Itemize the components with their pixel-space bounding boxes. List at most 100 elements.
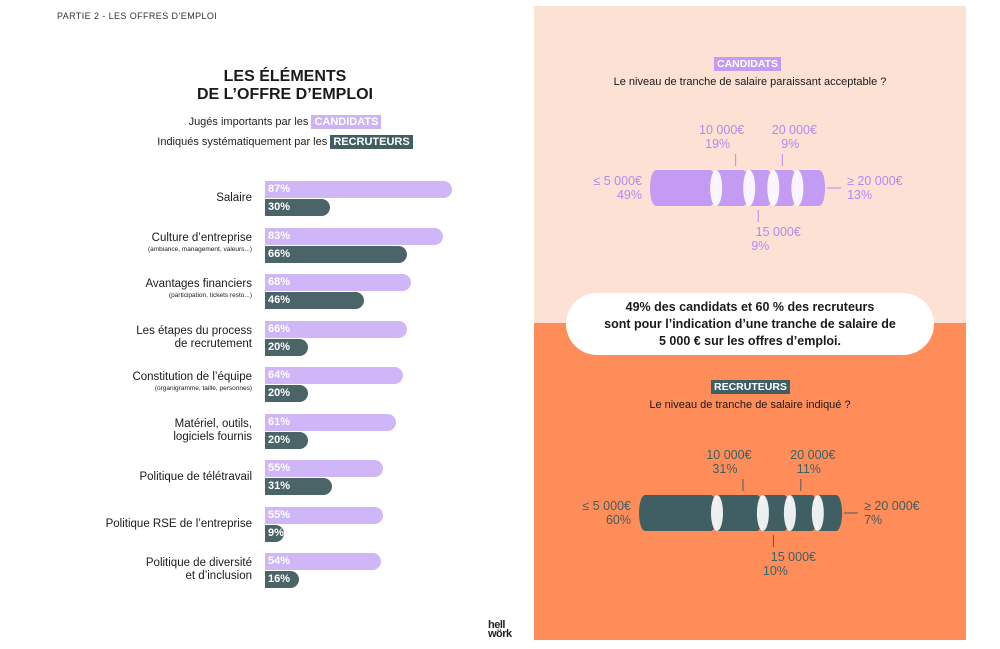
band-segment (797, 170, 820, 206)
category-label-text: Politique RSE de l’entreprise (105, 517, 252, 530)
page-title-line2: DE L’OFFRE D’EMPLOI (196, 86, 373, 103)
bar-candidates-label: 66% (268, 322, 291, 335)
band-start (639, 495, 651, 531)
band-pct-first: 49% (617, 188, 642, 202)
section-label: PARTIE 2 - LES OFFRES D’EMPLOI (57, 11, 218, 21)
bar-recruiters-label: 31% (268, 480, 291, 492)
band-segment (762, 495, 784, 531)
band-cap (783, 495, 796, 531)
recruiters-panel (534, 323, 966, 640)
callout-line1: 49% des candidats et 60 % des recruteurs (625, 300, 875, 314)
category-label: Politique de télétravail (32, 471, 252, 484)
band-pct: 11% (797, 462, 821, 476)
category-sublabel: (organigramme, taille, personnes) (154, 385, 252, 392)
legend-recruiters: Indiqués systématiquement par les RECRUT… (100, 135, 470, 149)
category-label: Salaire (32, 192, 252, 205)
bar-candidates-label: 55% (268, 508, 291, 521)
logo-line2: wörk (488, 628, 512, 640)
bar-candidates (265, 506, 384, 524)
bar-recruiters (265, 385, 308, 402)
bar-candidates-label: 55% (268, 462, 291, 474)
band-label: 10 000€ (699, 123, 744, 137)
bar-recruiters (265, 245, 407, 263)
legend-candidates-tag: CANDIDATS (311, 115, 382, 129)
band-segment (645, 495, 711, 531)
band-label: 15 000€ (756, 225, 801, 239)
bar-recruiters-label: 20% (268, 340, 291, 353)
category-label: Constitution de l’équipe (organigramme, t… (32, 371, 252, 393)
band-label-first: ≤ 5 000€ (593, 174, 642, 188)
callout-line2: sont pour l’indication d’une tranche de … (604, 317, 896, 331)
recruiters-tag: RECRUTEURS (711, 380, 790, 394)
band-pct-last: 13% (847, 188, 872, 202)
bar-candidates (265, 274, 412, 291)
band-label: 20 000€ (790, 448, 835, 462)
band-label-last: ≥ 20 000€ (847, 174, 903, 188)
band-label: 20 000€ (772, 123, 817, 137)
category-label-text: Culture d’entreprise (151, 231, 252, 244)
bar-recruiters-label: 46% (268, 294, 291, 306)
category-label-text: Politique de diversité (145, 557, 252, 569)
bar-recruiters-label: 66% (268, 247, 291, 260)
band-segment (717, 495, 757, 531)
category-label: Matériel, outils, logiciels fournis (32, 418, 252, 444)
band-segment (656, 170, 711, 206)
band-pct: 9% (781, 137, 799, 151)
category-label-text-2: logiciels fournis (173, 430, 252, 443)
bar-candidates (265, 413, 397, 431)
category-label: Politique RSE de l’entreprise (32, 518, 252, 531)
band-start (650, 170, 662, 206)
category-label-text: Politique de télétravail (139, 471, 252, 483)
bar-recruiters-label: 20% (268, 433, 291, 446)
bar-recruiters (265, 292, 364, 309)
band-pct: 19% (705, 137, 730, 151)
bar-recruiters (265, 431, 308, 449)
category-label: Avantages financiers (participation, tick… (32, 278, 252, 300)
bar-candidates (265, 553, 382, 570)
legend-recruiters-prefix: Indiqués systématiquement par les (157, 136, 328, 148)
bar-candidates-label: 83% (268, 229, 291, 242)
band-pct-last: 7% (864, 513, 882, 527)
bar-candidates-label: 64% (268, 369, 291, 381)
bar-recruiters-label: 20% (268, 387, 291, 399)
callout-line3: 5 000 € sur les offres d’emploi. (658, 334, 842, 348)
bar-candidates-label: 54% (268, 555, 291, 567)
page-title-line1: LES ÉLÉMENTS (223, 68, 347, 85)
band-cap (710, 170, 723, 206)
legend-candidates: Jugés importants par les CANDIDATS (100, 115, 470, 129)
candidates-question: Le niveau de tranche de salaire paraissa… (613, 76, 887, 88)
band-label-last: ≥ 20 000€ (864, 499, 920, 513)
category-label-text: Constitution de l’équipe (132, 371, 252, 383)
legend-recruiters-tag: RECRUTEURS (330, 135, 413, 149)
bar-candidates-label: 87% (268, 183, 291, 195)
band-label: 15 000€ (771, 550, 816, 564)
bar-recruiters (265, 524, 285, 542)
category-label-text: Matériel, outils, (174, 417, 252, 430)
logo-line1: hell (488, 619, 505, 631)
bar-candidates-label: 61% (268, 415, 291, 428)
band-cap (791, 170, 804, 206)
category-sublabel: (ambiance, management, valeurs...) (147, 245, 252, 253)
category-label-text: Salaire (216, 192, 252, 204)
band-segment (789, 495, 812, 531)
band-end (830, 495, 843, 531)
bar-candidates-label: 68% (268, 276, 291, 288)
bar-candidates (265, 460, 384, 477)
candidates-tag: CANDIDATS (714, 57, 782, 71)
band-cap (767, 170, 780, 206)
band-cap (756, 495, 769, 531)
bar-recruiters-label: 30% (268, 201, 291, 213)
bar-recruiters (265, 338, 308, 356)
band-cap (811, 495, 824, 531)
band-pct: 10% (763, 564, 788, 578)
bar-recruiters-label: 16% (268, 573, 291, 585)
band-label-first: ≤ 5 000€ (582, 499, 631, 513)
legend-candidates-prefix: Jugés importants par les (188, 116, 309, 128)
recruiters-question: Le niveau de tranche de salaire indiqué … (649, 399, 851, 411)
band-cap (743, 170, 756, 206)
callout-box: 49% des candidats et 60 % des recruteurs… (566, 293, 934, 355)
category-label-text: Avantages financiers (145, 278, 252, 290)
bar-candidates (265, 320, 407, 338)
band-pct: 9% (751, 239, 769, 253)
hellowork-logo: hell wörk (488, 619, 512, 640)
